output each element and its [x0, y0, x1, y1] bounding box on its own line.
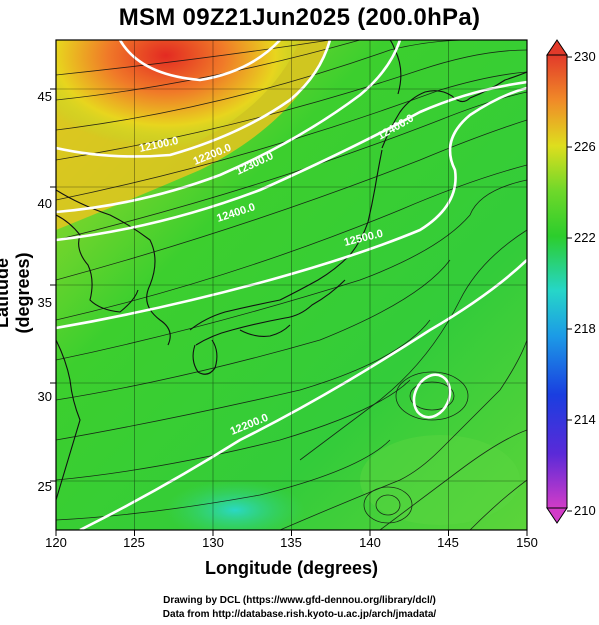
kyushu-coast: [192, 339, 218, 375]
coastlines: [56, 40, 527, 501]
x-axis-label: Longitude (degrees): [204, 558, 378, 578]
y-tick-label: 45: [37, 89, 52, 104]
x-tick-label: 145: [437, 535, 459, 550]
colorbar: [546, 39, 572, 524]
chart-title: MSM 09Z21Jun2025 (200.0hPa): [118, 4, 481, 31]
honshu-coast: [189, 149, 383, 331]
hokkaido-coast: [381, 90, 471, 149]
x-tick-label: 125: [123, 535, 145, 550]
colorbar-top-arrow: [546, 39, 568, 56]
colorbar-bottom-arrow: [546, 507, 568, 524]
contour-12400: [56, 86, 527, 330]
contour-ring: [412, 373, 452, 419]
shikoku-coast: [239, 324, 291, 337]
x-tick-label: 150: [516, 535, 538, 550]
x-tick-label: 140: [359, 535, 381, 550]
x-tick-label: 130: [202, 535, 224, 550]
colorbar-tick-label: 230: [574, 49, 596, 64]
axis-ticks: [50, 88, 528, 536]
contour-12500: [79, 259, 527, 530]
korea-coast: [56, 189, 171, 346]
colorbar-tick-label: 210: [574, 503, 596, 518]
contour-12200: [56, 40, 402, 214]
colorbar-tick-label: 218: [574, 321, 596, 336]
y-tick-label: 35: [37, 295, 52, 310]
x-tick-label: 135: [280, 535, 302, 550]
x-tick-label: 120: [45, 535, 67, 550]
colorbar-scale: [546, 54, 568, 509]
plot-area: 12100.0 12200.0 12300.0 12400.0 12500.0 …: [56, 40, 527, 530]
colorbar-tick-label: 214: [574, 412, 596, 427]
y-axis-label: Latitude (degrees): [0, 252, 33, 334]
credit-drawing: Drawing by DCL (https://www.gfd-dennou.o…: [163, 595, 436, 606]
cyclonic-circulation: [409, 381, 455, 411]
grid: [56, 40, 527, 530]
colorbar-tick-label: 226: [574, 139, 596, 154]
y-tick-label: 30: [37, 389, 52, 404]
contour-12300: [56, 80, 527, 242]
y-tick-label: 25: [37, 479, 52, 494]
colorbar-tick-label: 222: [574, 230, 596, 245]
y-tick-label: 40: [37, 196, 52, 211]
small-eddy: [375, 494, 401, 516]
contour-12100: [56, 40, 332, 158]
contour-top: [118, 40, 281, 82]
credit-data: Data from http://database.rish.kyoto-u.a…: [162, 609, 437, 620]
height-contours: [56, 40, 527, 530]
